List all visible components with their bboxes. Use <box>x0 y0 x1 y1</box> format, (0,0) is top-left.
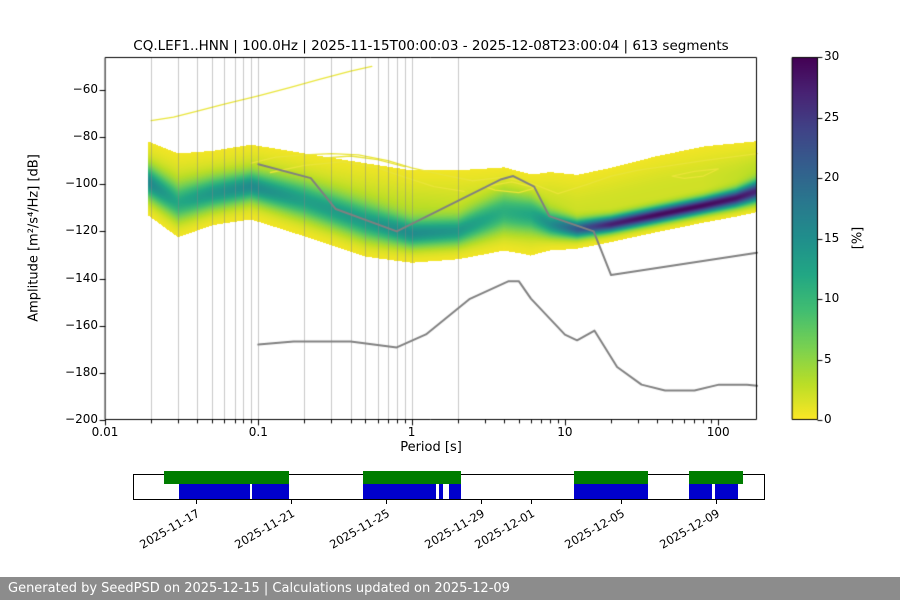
timeline-tick-label: 2025-12-05 <box>562 506 628 552</box>
colorbar-label: [%] <box>850 226 866 250</box>
timeline-labels: 2025-11-17 2025-11-21 2025-11-25 2025-11-29… <box>133 504 765 564</box>
availability-segment-blue <box>252 484 289 499</box>
x-tick-label: 100 <box>706 425 730 439</box>
availability-segment-blue <box>178 484 251 499</box>
timeline-tick <box>386 500 388 504</box>
y-tick-label: −180 <box>65 364 98 379</box>
colorbar-tick-label: 15 <box>824 230 840 245</box>
y-tick-label: −80 <box>72 129 98 144</box>
timeline-tick-label: 2025-11-25 <box>327 506 393 552</box>
plot-title: CQ.LEF1..HNN | 100.0Hz | 2025-11-15T00:0… <box>133 38 729 54</box>
availability-segment-green <box>163 471 289 484</box>
availability-segment-green <box>688 471 743 484</box>
y-tick-label: −160 <box>65 317 98 332</box>
availability-segment-blue <box>448 484 461 499</box>
y-tick-label: −140 <box>65 270 98 285</box>
availability-segment-blue <box>714 484 739 499</box>
x-tick-label: 10 <box>557 425 573 439</box>
colorbar-tick-label: 20 <box>824 170 840 184</box>
y-tick-label: −60 <box>72 82 98 96</box>
footer-bar: Generated by SeedPSD on 2025-12-15 | Cal… <box>0 577 900 600</box>
availability-segment-green <box>362 471 461 484</box>
availability-segment-blue <box>439 484 444 499</box>
timeline-tick-label: 2025-11-21 <box>231 506 297 552</box>
availability-timeline <box>133 471 765 504</box>
colorbar-tick-label: 0 <box>824 412 832 426</box>
availability-segment-blue <box>573 484 648 499</box>
x-axis-label: Period [s] <box>400 440 462 455</box>
timeline-tick <box>716 500 718 504</box>
x-tick-label: 1 <box>407 425 416 439</box>
timeline-tick <box>530 500 532 504</box>
availability-segment-green <box>573 471 648 484</box>
y-tick-label: −120 <box>65 223 98 238</box>
colorbar-tick-label: 30 <box>824 49 840 63</box>
colorbar-tick-label: 5 <box>824 351 832 366</box>
timeline-tick <box>621 500 623 504</box>
timeline-tick <box>480 500 482 504</box>
y-axis-label: Amplitude [m²/s⁴/Hz] [dB] <box>26 154 42 322</box>
y-tick-label: −200 <box>65 412 98 426</box>
timeline-tick-label: 2025-12-09 <box>657 506 723 552</box>
y-tick-label: −100 <box>65 176 98 191</box>
availability-segment-blue <box>688 484 713 499</box>
timeline-tick <box>290 500 292 504</box>
colorbar-tick-label: 10 <box>824 291 840 305</box>
timeline-tick <box>195 500 197 504</box>
x-tick-label: 0.1 <box>248 425 268 439</box>
footer-text: Generated by SeedPSD on 2025-12-15 | Cal… <box>8 581 510 596</box>
x-tick-label: 0.01 <box>91 425 119 439</box>
timeline-tick-label: 2025-11-17 <box>137 506 202 552</box>
colorbar-tick-label: 25 <box>824 109 840 124</box>
availability-segment-blue <box>362 484 437 499</box>
